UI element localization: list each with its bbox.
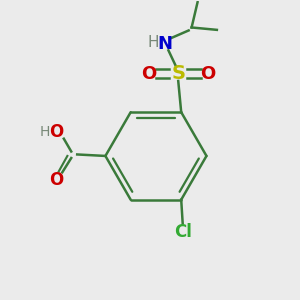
Text: Cl: Cl (174, 224, 192, 242)
Text: S: S (171, 64, 185, 83)
Text: O: O (200, 64, 216, 82)
Text: O: O (141, 64, 156, 82)
Text: N: N (158, 35, 172, 53)
Text: H: H (147, 35, 159, 50)
Text: O: O (49, 123, 64, 141)
Text: O: O (49, 171, 64, 189)
Text: H: H (40, 125, 50, 139)
